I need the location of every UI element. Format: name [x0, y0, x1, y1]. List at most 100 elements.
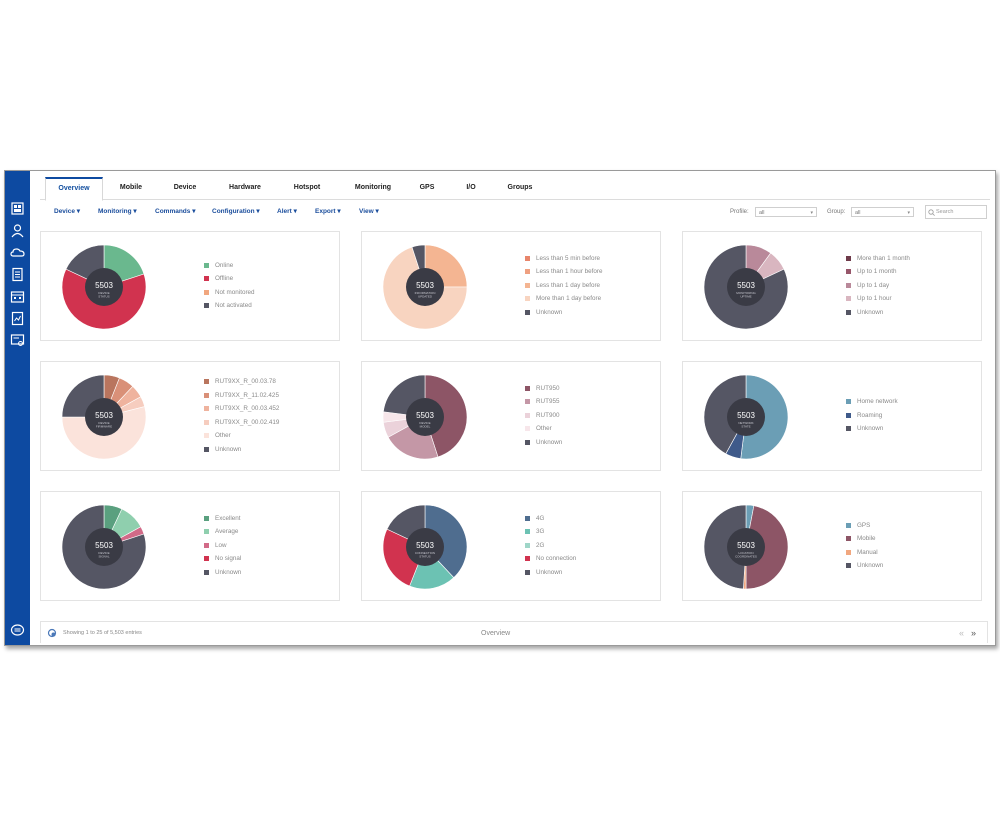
legend-item[interactable]: Unknown: [525, 307, 562, 317]
menu-device[interactable]: Device ▾: [54, 208, 81, 215]
legend-item[interactable]: Unknown: [525, 437, 562, 447]
legend-label: Other: [215, 432, 231, 439]
tab-mobile[interactable]: Mobile: [119, 184, 143, 191]
legend-swatch: [525, 309, 530, 315]
legend-item[interactable]: No signal: [204, 554, 241, 564]
chart-card: 5503 DEVICE STATUS Online Offline Not monitor…: [40, 231, 340, 341]
menu-configuration[interactable]: Configuration ▾: [212, 208, 260, 215]
report-icon[interactable]: [10, 311, 25, 326]
legend-item[interactable]: Low: [204, 540, 227, 550]
refresh-icon[interactable]: [47, 628, 57, 638]
chart-card: 5503 CONNECTION STATUS 4G 3G 2G No connection U…: [361, 491, 661, 601]
menu-view[interactable]: View ▾: [359, 208, 379, 215]
devices-icon[interactable]: [10, 201, 25, 216]
legend-item[interactable]: RUT950: [525, 383, 559, 393]
legend-item[interactable]: Unknown: [846, 561, 883, 571]
tab-bar: Overview Mobile Device Hardware Hotspot …: [40, 177, 990, 201]
legend-item[interactable]: Unknown: [204, 444, 241, 454]
tab-monitoring[interactable]: Monitoring: [354, 184, 392, 191]
legend-item[interactable]: More than 1 month: [846, 253, 910, 263]
legend-item[interactable]: GPS: [846, 520, 870, 530]
legend-item[interactable]: Other: [525, 424, 552, 434]
legend-item[interactable]: Not monitored: [204, 287, 255, 297]
user-icon[interactable]: [10, 223, 25, 238]
legend-item[interactable]: Excellent: [204, 513, 241, 523]
legend-item[interactable]: Average: [204, 527, 238, 537]
legend-item[interactable]: Unknown: [525, 567, 562, 577]
legend-item[interactable]: 2G: [525, 540, 544, 550]
legend-label: Up to 1 hour: [857, 295, 892, 303]
donut-caption: STATUS: [98, 295, 109, 299]
donut-slice[interactable]: [424, 374, 468, 458]
donut-slice[interactable]: [409, 546, 455, 590]
legend-item[interactable]: Home network: [846, 397, 898, 407]
legend-item[interactable]: Offline: [204, 274, 233, 284]
legend-item[interactable]: 3G: [525, 527, 544, 537]
legend-item[interactable]: RUT9XX_R_00.02.419: [204, 417, 279, 427]
legend-item[interactable]: Up to 1 month: [846, 267, 897, 277]
legend-item[interactable]: No connection: [525, 554, 576, 564]
tab-io[interactable]: I/O: [466, 184, 476, 191]
menu-commands[interactable]: Commands ▾: [155, 208, 196, 215]
legend-item[interactable]: Up to 1 day: [846, 280, 889, 290]
legend-item[interactable]: RUT9XX_R_00.03.78: [204, 377, 276, 387]
tab-device[interactable]: Device: [173, 184, 197, 191]
legend-item[interactable]: Less than 5 min before: [525, 253, 600, 263]
certificate-icon[interactable]: [10, 333, 25, 348]
group-select[interactable]: all ▾: [851, 207, 914, 217]
tab-gps[interactable]: GPS: [419, 184, 435, 191]
legend-swatch: [525, 529, 530, 535]
search-input[interactable]: Search: [925, 205, 987, 219]
legend-item[interactable]: Mobile: [846, 534, 876, 544]
chart-legend: Home network Roaming Unknown: [846, 362, 976, 472]
legend-item[interactable]: More than 1 day before: [525, 294, 601, 304]
legend-item[interactable]: Other: [204, 431, 231, 441]
donut-total: 5503: [95, 281, 113, 290]
toolbar: Device ▾ Monitoring ▾ Commands ▾ Configu…: [40, 205, 990, 221]
tab-overview[interactable]: Overview: [45, 177, 103, 201]
legend-swatch: [525, 399, 530, 405]
cloud-icon[interactable]: [10, 245, 25, 260]
donut-slice[interactable]: [745, 505, 789, 590]
menu-alert[interactable]: Alert ▾: [277, 208, 297, 215]
legend-item[interactable]: Less than 1 hour before: [525, 267, 603, 277]
donut-slice[interactable]: [424, 504, 468, 579]
legend-item[interactable]: Up to 1 hour: [846, 294, 892, 304]
group-label: Group:: [827, 209, 846, 215]
document-icon[interactable]: [10, 267, 25, 282]
profile-select[interactable]: all ▾: [755, 207, 817, 217]
legend-label: GPS: [857, 521, 871, 529]
chart-legend: RUT9XX_R_00.03.78 RUT9XX_R_11.02.425 RUT9X…: [204, 362, 334, 472]
legend-item[interactable]: RUT955: [525, 397, 559, 407]
legend-item[interactable]: 4G: [525, 513, 544, 523]
legend-item[interactable]: RUT9XX_R_11.02.425: [204, 390, 279, 400]
legend-item[interactable]: Roaming: [846, 410, 882, 420]
tab-groups[interactable]: Groups: [507, 184, 533, 191]
donut-slice[interactable]: [703, 504, 747, 590]
prev-page-button[interactable]: «: [959, 628, 965, 638]
legend-item[interactable]: Unknown: [846, 424, 883, 434]
menu-export[interactable]: Export ▾: [315, 208, 341, 215]
legend-item[interactable]: RUT9XX_R_00.03.452: [204, 404, 279, 414]
calendar-icon[interactable]: [10, 289, 25, 304]
tab-hotspot[interactable]: Hotspot: [293, 184, 321, 191]
donut-slice[interactable]: [703, 374, 747, 455]
legend-item[interactable]: Unknown: [204, 567, 241, 577]
tab-hardware[interactable]: Hardware: [229, 184, 261, 191]
legend-item[interactable]: RUT900: [525, 410, 559, 420]
donut-center: [85, 268, 123, 306]
menu-view-label: View: [359, 208, 374, 215]
donut-center: [406, 268, 444, 306]
legend-swatch: [525, 426, 530, 432]
legend-item[interactable]: Less than 1 day before: [525, 280, 600, 290]
legend-swatch: [846, 536, 851, 541]
next-page-button[interactable]: »: [971, 628, 977, 638]
legend-item[interactable]: Online: [204, 260, 233, 270]
menu-monitoring[interactable]: Monitoring ▾: [98, 208, 137, 215]
legend-item[interactable]: Manual: [846, 547, 878, 557]
legend-item[interactable]: Not activated: [204, 301, 252, 311]
legend-item[interactable]: Unknown: [846, 307, 883, 317]
chat-icon[interactable]: [10, 623, 25, 638]
